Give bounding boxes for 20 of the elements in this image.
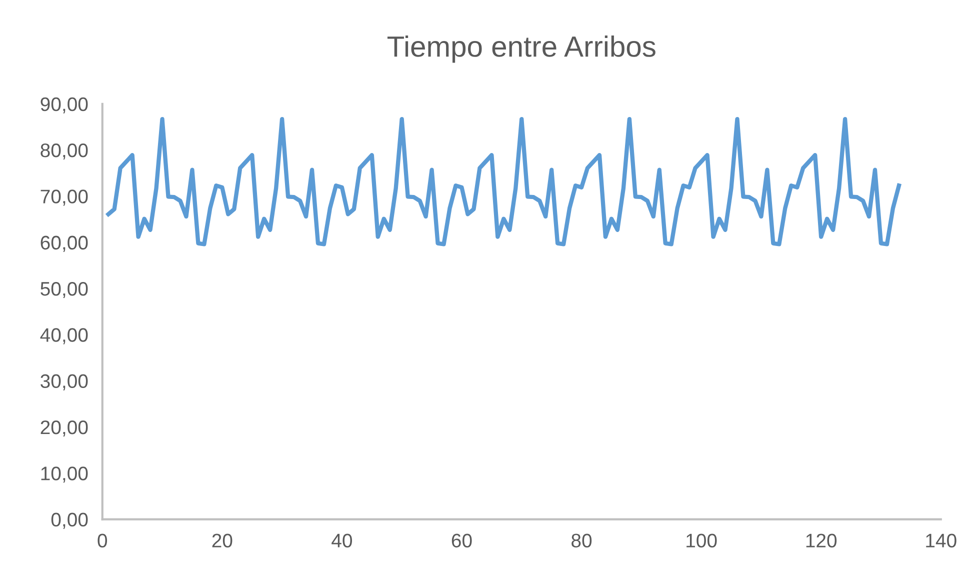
y-tick-label: 60,00 xyxy=(40,236,88,252)
x-tick-label: 140 xyxy=(926,534,956,548)
y-tick-label: 30,00 xyxy=(40,374,88,390)
x-tick-label: 40 xyxy=(332,534,352,548)
y-tick-label: 40,00 xyxy=(40,328,88,344)
x-tick-label: 80 xyxy=(572,534,592,548)
x-tick-label: 0 xyxy=(98,534,108,548)
y-tick-label: 20,00 xyxy=(40,420,88,437)
x-tick-label: 100 xyxy=(686,534,717,548)
y-tick-label: 10,00 xyxy=(41,466,88,483)
chart-title: Tiempo entre Arribos xyxy=(387,36,656,63)
y-tick-label: 80,00 xyxy=(40,143,88,160)
y-tick-label: 70,00 xyxy=(40,190,88,206)
x-tick-label: 60 xyxy=(452,534,472,548)
x-tick-label: 20 xyxy=(212,534,232,548)
y-tick-label: 0,00 xyxy=(51,512,88,529)
line-series xyxy=(106,117,902,246)
x-tick-label: 120 xyxy=(806,534,837,548)
y-tick-label: 50,00 xyxy=(40,282,88,298)
y-tick-label: 90,00 xyxy=(40,97,88,114)
